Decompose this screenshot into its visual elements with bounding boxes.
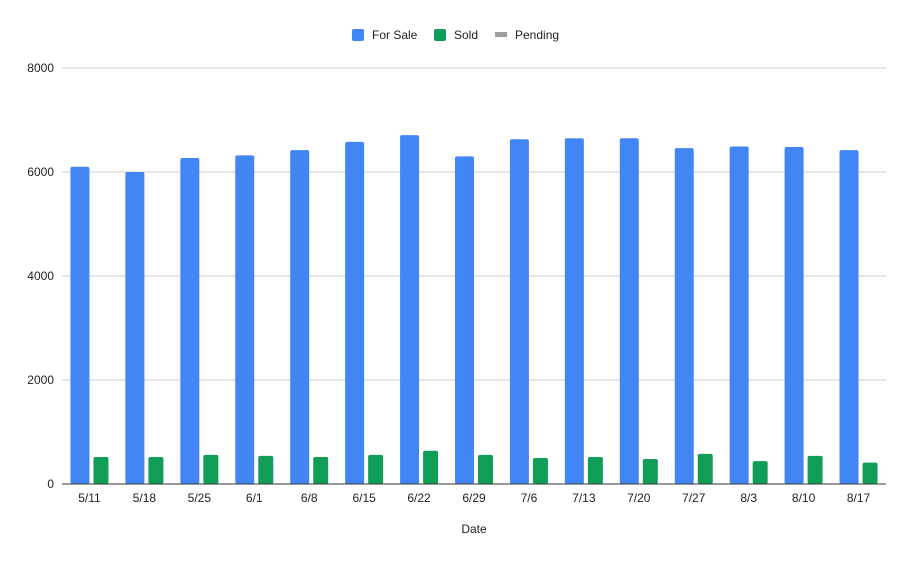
bar-sold: [752, 461, 768, 484]
bar-sold: [697, 453, 713, 484]
bar-sold: [587, 456, 603, 484]
bar-for-sale: [729, 146, 749, 484]
x-tick-label: 6/29: [462, 491, 486, 505]
bar-sold: [313, 456, 329, 484]
y-tick-label: 8000: [27, 61, 54, 75]
bar-sold: [532, 458, 548, 484]
bar-for-sale: [455, 156, 474, 484]
y-tick-label: 6000: [27, 165, 54, 179]
bars: [70, 135, 878, 485]
x-axis-tick-labels: 5/11 5/18 5/25 6/1 6/8 6/15 6/22 6/29 7/6 7/13 7/2…: [78, 491, 870, 505]
x-tick-label: 6/22: [407, 491, 431, 505]
bar-sold: [807, 455, 823, 484]
bar-sold: [478, 454, 493, 484]
legend-label: Pending: [515, 28, 559, 42]
y-tick-label: 0: [47, 477, 54, 491]
legend-swatch-for-sale: [352, 29, 364, 41]
bar-for-sale: [564, 138, 584, 484]
bar-for-sale: [619, 138, 639, 484]
y-tick-label: 2000: [27, 373, 54, 387]
bar-for-sale: [674, 148, 694, 484]
x-tick-label: 8/3: [740, 491, 757, 505]
legend-label: Sold: [454, 28, 478, 42]
x-tick-label: 5/18: [133, 491, 157, 505]
bar-sold: [148, 456, 164, 484]
bar-sold: [203, 454, 219, 484]
x-tick-label: 5/11: [78, 491, 101, 505]
bar-sold: [93, 456, 109, 484]
bar-for-sale: [784, 147, 804, 485]
bar-sold: [862, 462, 878, 484]
bar-for-sale: [839, 150, 859, 484]
legend: For Sale Sold Pending: [352, 28, 559, 42]
bar-for-sale: [345, 141, 365, 484]
bar-for-sale: [235, 155, 255, 485]
y-axis-tick-labels: 0 2000 4000 6000 8000: [27, 61, 54, 491]
x-tick-label: 7/6: [521, 491, 538, 505]
bar-for-sale: [290, 150, 310, 484]
bar-for-sale: [125, 172, 145, 484]
x-tick-label: 8/17: [847, 491, 871, 505]
bar-for-sale: [70, 166, 90, 485]
bar-for-sale: [180, 157, 200, 484]
bar-sold: [642, 459, 658, 484]
legend-swatch-pending: [495, 32, 507, 37]
legend-swatch-sold: [434, 29, 446, 41]
bar-sold: [258, 455, 274, 484]
bar-for-sale: [400, 135, 420, 484]
bar-sold: [423, 450, 439, 484]
x-tick-label: 6/15: [352, 491, 376, 505]
x-tick-label: 6/8: [301, 491, 318, 505]
x-tick-label: 6/1: [246, 491, 263, 505]
x-tick-label: 7/27: [682, 491, 706, 505]
bar-for-sale: [509, 139, 529, 485]
x-tick-label: 7/20: [627, 491, 651, 505]
bar-sold: [368, 454, 384, 484]
x-tick-label: 5/25: [188, 491, 212, 505]
x-axis-title: Date: [461, 522, 487, 536]
y-tick-label: 4000: [27, 269, 54, 283]
x-tick-label: 8/10: [792, 491, 816, 505]
legend-label: For Sale: [372, 28, 418, 42]
x-tick-label: 7/13: [572, 491, 596, 505]
